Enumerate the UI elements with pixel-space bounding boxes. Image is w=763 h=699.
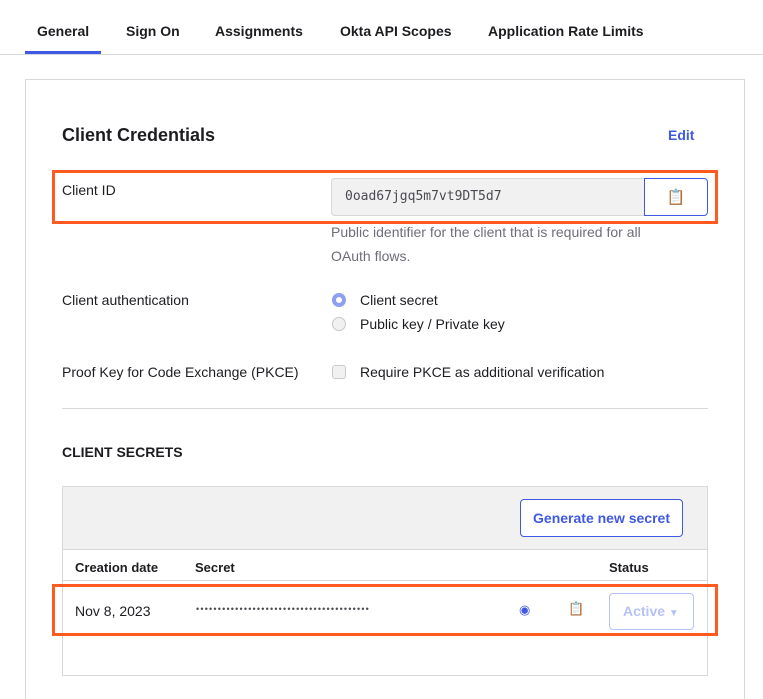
client-auth-label: Client authentication <box>62 292 189 308</box>
copy-client-id-button[interactable]: 📋 <box>644 178 708 216</box>
secrets-header: Generate new secret <box>63 487 707 550</box>
column-creation-date: Creation date <box>75 560 159 575</box>
pkce-checkbox-label: Require PKCE as additional verification <box>360 364 605 380</box>
tab-assignments[interactable]: Assignments <box>215 23 303 39</box>
radio-client-secret[interactable] <box>332 293 346 307</box>
radio-public-key-label: Public key / Private key <box>360 316 505 332</box>
client-credentials-card <box>25 79 745 699</box>
divider <box>62 408 708 409</box>
edit-link[interactable]: Edit <box>668 127 695 143</box>
client-id-label: Client ID <box>62 182 116 198</box>
client-secrets-title: CLIENT SECRETS <box>62 444 183 460</box>
radio-client-secret-label: Client secret <box>360 292 438 308</box>
tab-general[interactable]: General <box>25 23 102 54</box>
column-secret: Secret <box>195 560 235 575</box>
radio-public-key[interactable] <box>332 317 346 331</box>
highlight-client-id <box>52 170 718 224</box>
section-title: Client Credentials <box>62 125 216 145</box>
secret-creation-date: Nov 8, 2023 <box>75 603 151 619</box>
secret-value: •••••••••••••••••••••••••••••••••••••••• <box>196 604 371 614</box>
client-id-help: Public identifier for the client that is… <box>331 224 641 264</box>
tab-okta-api-scopes[interactable]: Okta API Scopes <box>340 23 452 39</box>
tab-sign-on[interactable]: Sign On <box>126 23 180 39</box>
generate-new-secret-button[interactable]: Generate new secret <box>520 499 683 537</box>
chevron-down-icon: ▼ <box>668 608 679 619</box>
pkce-label: Proof Key for Code Exchange (PKCE) <box>62 364 299 380</box>
client-id-field[interactable]: 0oad67jgq5m7vt9DT5d7 <box>331 178 645 216</box>
pkce-checkbox[interactable] <box>332 365 346 379</box>
tab-application-rate-limits[interactable]: Application Rate Limits <box>488 23 644 39</box>
status-value: Active <box>623 603 666 619</box>
status-dropdown[interactable]: Active ▼ <box>609 593 694 630</box>
copy-secret-icon[interactable]: 📋 <box>568 601 585 616</box>
tab-bar: General Sign On Assignments Okta API Sco… <box>0 0 763 55</box>
highlight-secret-row <box>52 584 718 636</box>
row-divider <box>62 580 708 581</box>
column-status: Status <box>609 560 649 575</box>
eye-icon[interactable]: ◉ <box>519 602 531 617</box>
clipboard-icon: 📋 <box>666 189 686 206</box>
client-secrets-table: Generate new secret <box>62 486 708 676</box>
